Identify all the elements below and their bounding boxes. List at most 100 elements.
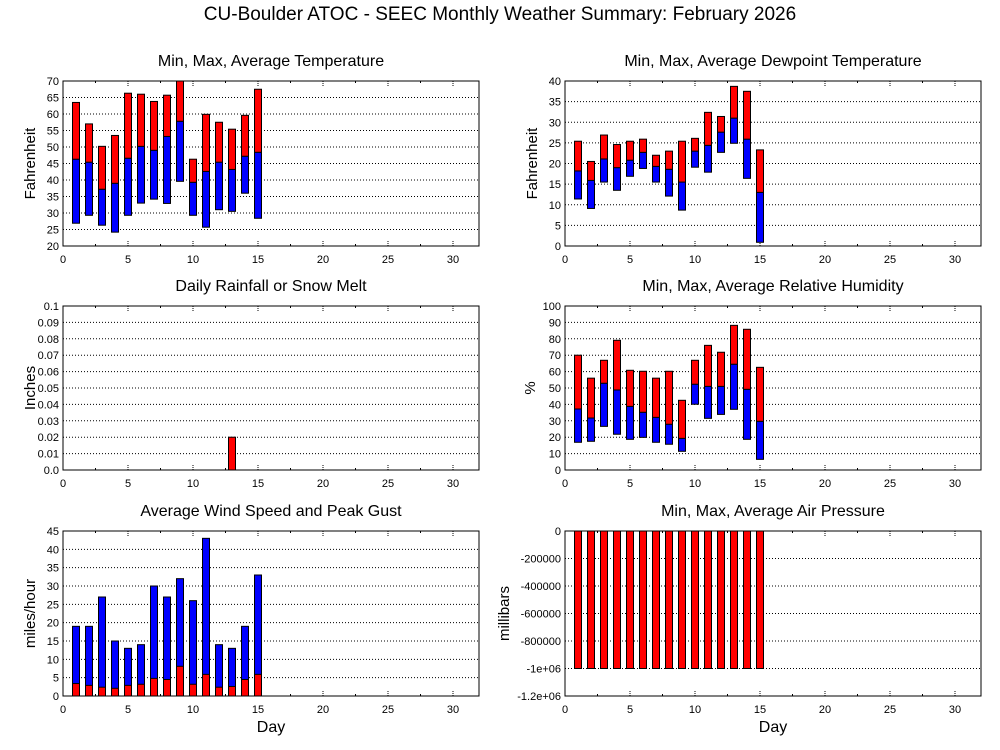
y-tick-label: 10 xyxy=(549,449,561,461)
avg-max-bar xyxy=(613,339,621,391)
y-tick-label: 40 xyxy=(47,544,59,556)
y-tick-label: 45 xyxy=(47,526,59,538)
avg-wind-bar xyxy=(228,685,236,697)
x-tick-label: 20 xyxy=(317,478,329,490)
min-avg-bar xyxy=(124,157,132,216)
min-avg-bar xyxy=(691,383,699,405)
x-tick-label: 30 xyxy=(447,704,459,716)
pressure-bar xyxy=(691,530,699,669)
avg-wind-bar xyxy=(98,686,106,697)
y-tick-label: 0.04 xyxy=(38,399,59,411)
chart-pressure: Min, Max, Average Air Pressure -1.2e+06 -1… xyxy=(496,503,982,736)
x-tick-label: 5 xyxy=(125,254,131,266)
chart-title: Average Wind Speed and Peak Gust xyxy=(140,503,402,520)
pressure-bar xyxy=(704,530,712,669)
min-avg-bar xyxy=(730,117,738,144)
y-tick-label: 20 xyxy=(47,618,59,630)
pressure-bar xyxy=(756,530,764,669)
y-tick-label: -600000 xyxy=(521,609,561,621)
min-avg-bar xyxy=(600,158,608,183)
avg-wind-bar xyxy=(150,677,158,697)
plot-frame xyxy=(564,80,982,247)
x-tick-label: 0 xyxy=(60,478,66,490)
min-avg-bar xyxy=(704,144,712,173)
y-tick-label: -200000 xyxy=(521,554,561,566)
chart-title: Min, Max, Average Air Pressure xyxy=(661,503,885,520)
pressure-bar xyxy=(613,530,621,669)
avg-max-bar xyxy=(176,80,184,122)
x-tick-label: 0 xyxy=(562,704,568,716)
avg-max-bar xyxy=(215,121,223,163)
avg-max-bar xyxy=(639,138,647,153)
y-tick-label: 0 xyxy=(555,465,561,477)
min-avg-bar xyxy=(600,382,608,427)
avg-max-bar xyxy=(124,92,132,159)
y-tick-label: 0.05 xyxy=(38,383,59,395)
y-tick-label: 50 xyxy=(549,383,561,395)
min-avg-bar xyxy=(678,437,686,452)
min-avg-bar xyxy=(730,363,738,410)
min-avg-bar xyxy=(85,161,93,216)
y-axis-label: millibars xyxy=(496,586,513,641)
y-tick-label: 35 xyxy=(47,192,59,204)
x-tick-label: 0 xyxy=(60,704,66,716)
chart-title: Min, Max, Average Relative Humidity xyxy=(642,278,903,295)
min-avg-bar xyxy=(202,170,210,228)
avg-wind-bar xyxy=(241,679,249,697)
y-axis-label: Inches xyxy=(22,366,39,410)
avg-max-bar xyxy=(691,359,699,385)
min-avg-bar xyxy=(665,168,673,197)
y-tick-label: 0.03 xyxy=(38,416,59,428)
min-avg-bar xyxy=(587,179,595,209)
min-avg-bar xyxy=(652,416,660,443)
y-tick-label: 15 xyxy=(47,636,59,648)
chart-humidity: Min, Max, Average Relative Humidity 0 10 20… xyxy=(522,278,982,490)
avg-max-bar xyxy=(704,344,712,387)
avg-max-bar xyxy=(678,399,686,439)
y-tick-label: 0.1 xyxy=(44,301,59,313)
x-tick-label: 25 xyxy=(884,254,896,266)
y-axis-label: % xyxy=(522,381,539,394)
y-tick-label: 90 xyxy=(549,317,561,329)
avg-max-bar xyxy=(665,150,673,170)
x-tick-label: 5 xyxy=(125,478,131,490)
avg-max-bar xyxy=(587,160,595,181)
avg-wind-bar xyxy=(111,687,119,697)
min-avg-bar xyxy=(756,420,764,460)
y-axis-label: Fahrenheit xyxy=(22,127,39,200)
x-tick-label: 30 xyxy=(447,478,459,490)
x-tick-label: 20 xyxy=(317,704,329,716)
y-tick-label: 5 xyxy=(555,220,561,232)
avg-max-bar xyxy=(743,90,751,140)
min-avg-bar xyxy=(574,170,582,200)
y-tick-label: 40 xyxy=(47,175,59,187)
x-tick-label: 15 xyxy=(252,254,264,266)
y-tick-label: 35 xyxy=(549,97,561,109)
y-tick-label: 30 xyxy=(549,416,561,428)
x-tick-label: 10 xyxy=(187,478,199,490)
y-tick-label: 80 xyxy=(549,334,561,346)
min-avg-bar xyxy=(150,149,158,200)
avg-max-bar xyxy=(730,324,738,365)
y-tick-label: 10 xyxy=(47,654,59,666)
avg-max-bar xyxy=(189,158,197,183)
gust-bar xyxy=(98,596,106,697)
min-avg-bar xyxy=(691,150,699,168)
min-avg-bar xyxy=(189,181,197,216)
y-axis-label: Fahrenheit xyxy=(524,127,541,200)
min-avg-bar xyxy=(743,388,751,440)
chart-temperature: Min, Max, Average Temperature 20 25 30 35 40 4… xyxy=(22,53,480,266)
y-tick-label: 30 xyxy=(47,208,59,220)
page-title: CU-Boulder ATOC - SEEC Monthly Weather S… xyxy=(203,4,797,25)
y-tick-label: 55 xyxy=(47,126,59,138)
min-avg-bar xyxy=(756,191,764,243)
chart-title: Daily Rainfall or Snow Melt xyxy=(175,278,367,295)
plot-frame xyxy=(62,305,480,471)
x-tick-label: 5 xyxy=(125,704,131,716)
y-tick-label: -400000 xyxy=(521,581,561,593)
chart-title: Min, Max, Average Temperature xyxy=(158,53,384,70)
x-tick-label: 25 xyxy=(382,704,394,716)
avg-max-bar xyxy=(665,370,673,425)
avg-max-bar xyxy=(587,377,595,419)
x-axis-label: Day xyxy=(759,719,787,736)
